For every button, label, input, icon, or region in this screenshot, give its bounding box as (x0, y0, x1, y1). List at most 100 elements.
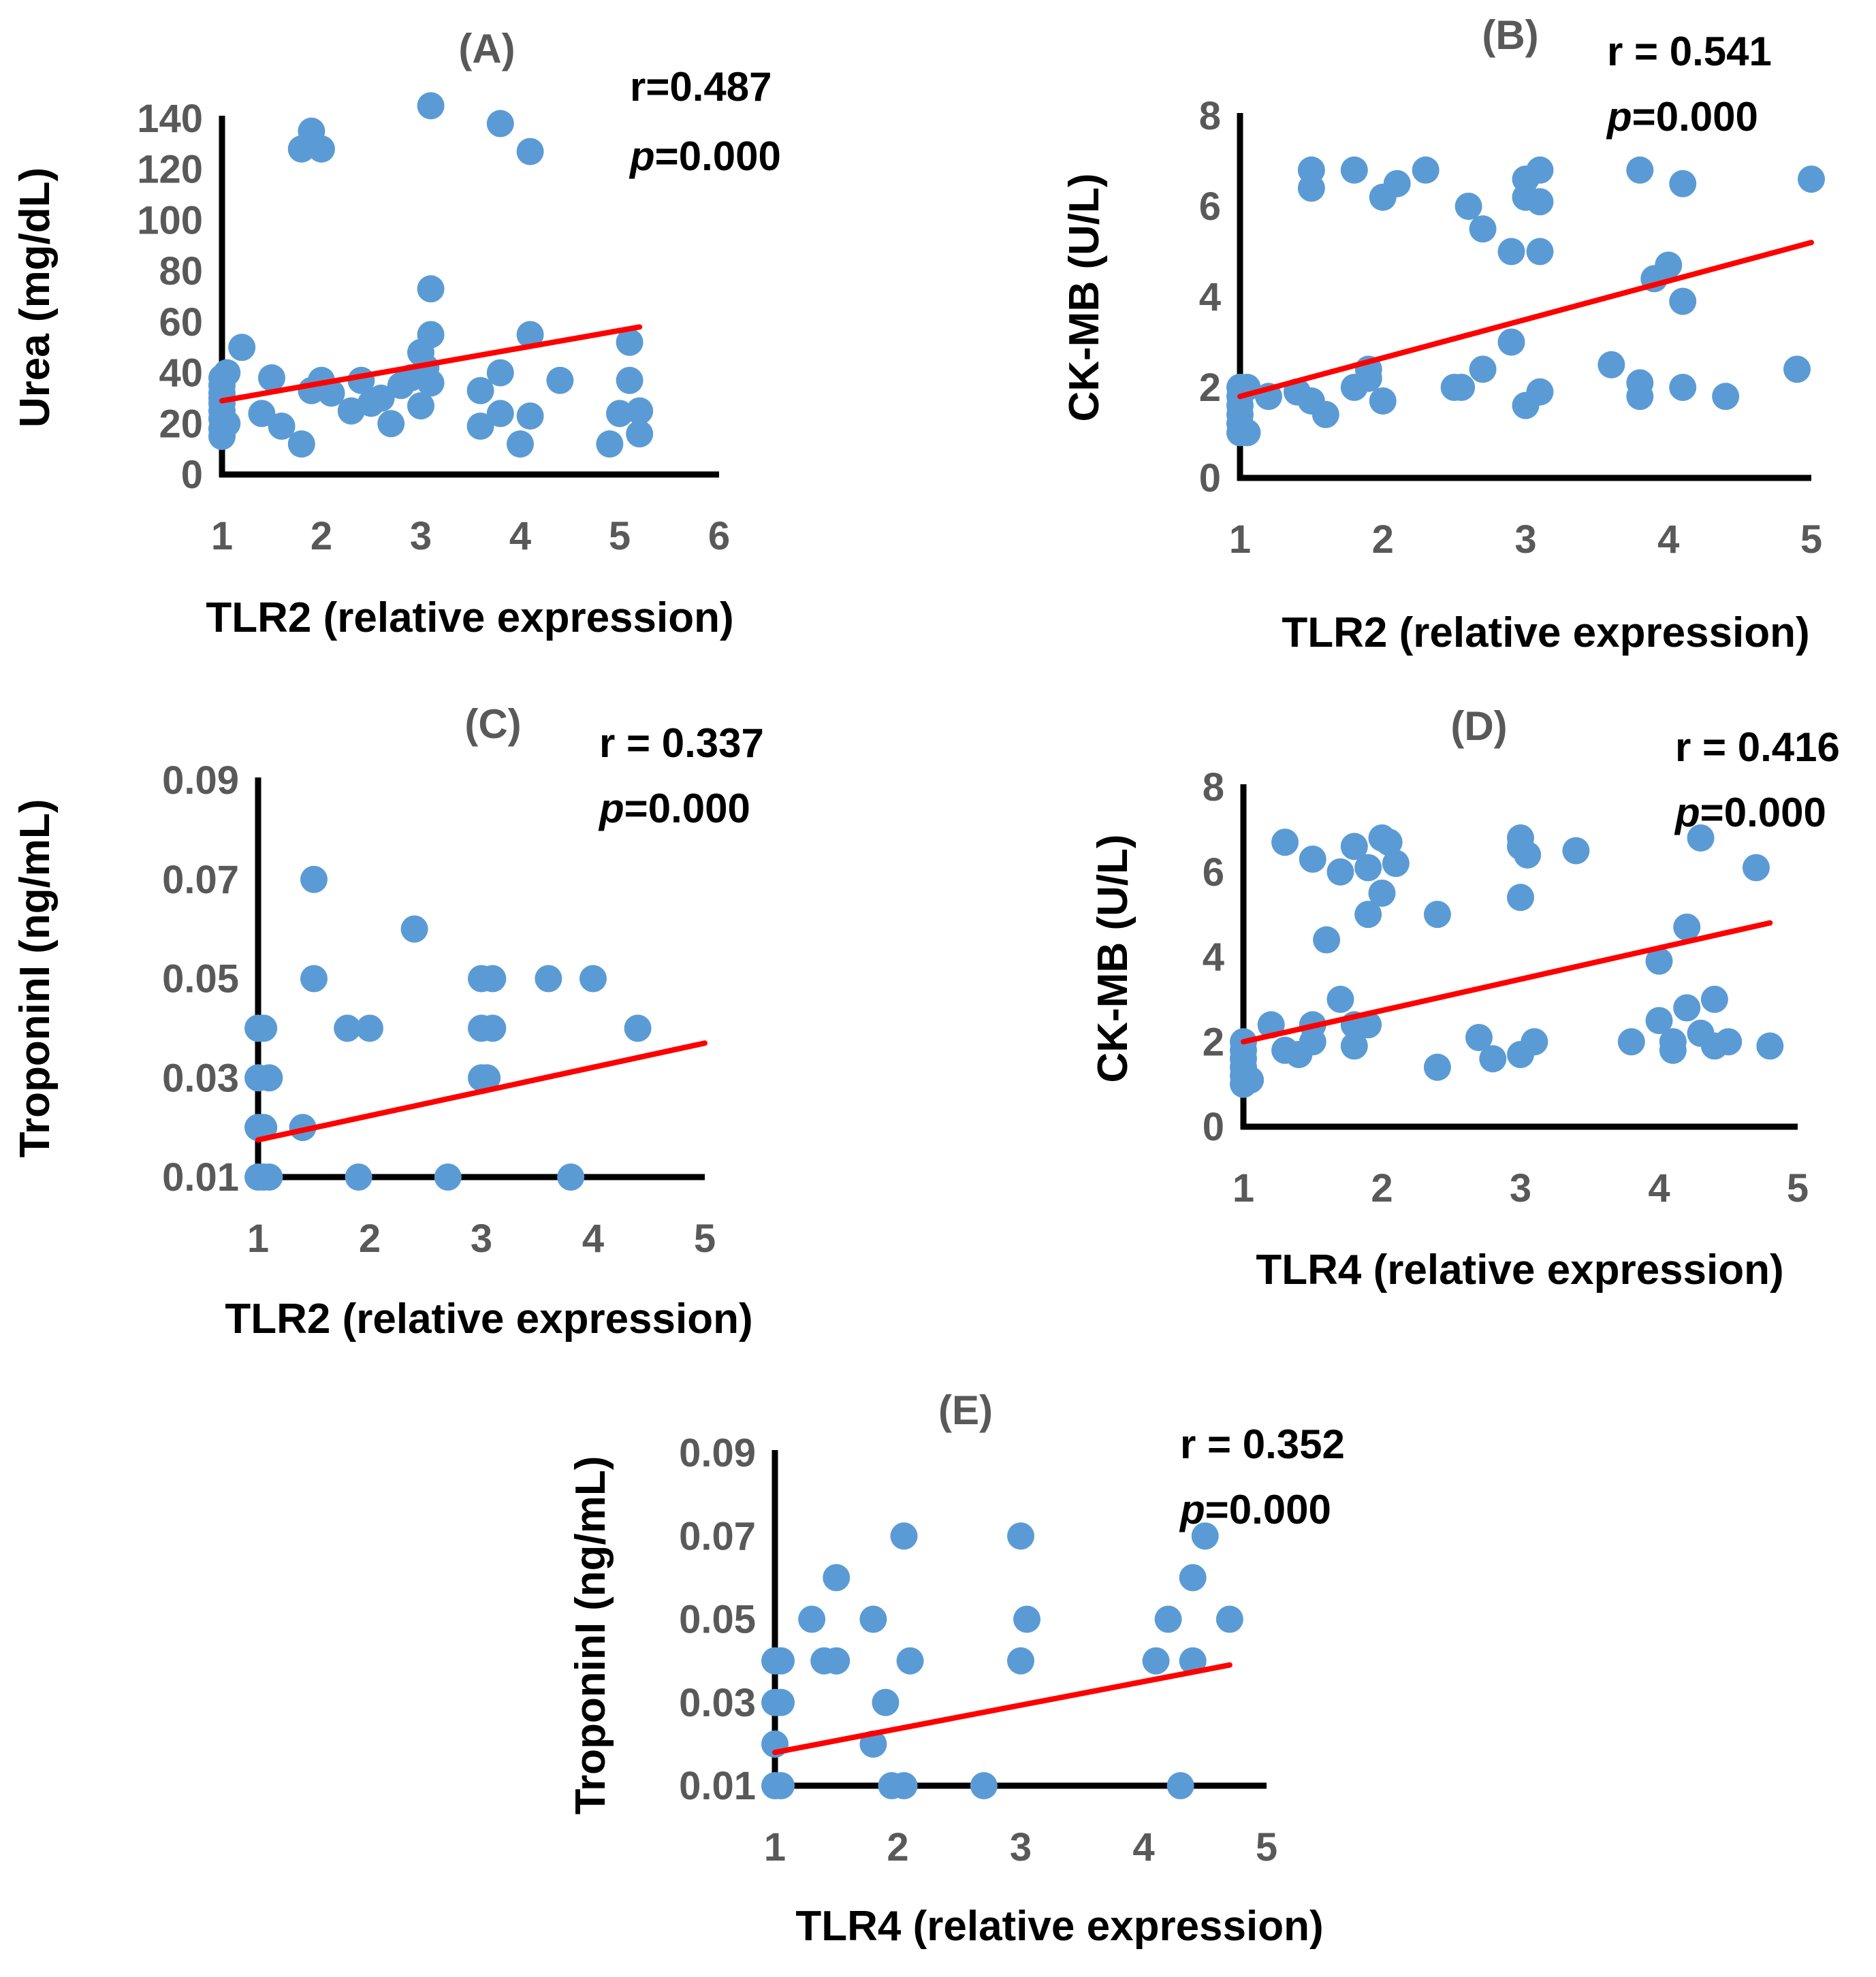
panel-title: (B) (1482, 12, 1538, 58)
y-tick-label: 4 (1199, 275, 1221, 319)
data-point (823, 1564, 850, 1592)
p-number: =0.000 (624, 786, 750, 831)
y-axis-title: Urea (mg/dL) (12, 167, 59, 428)
data-point (1687, 824, 1715, 852)
data-point (1215, 1605, 1243, 1633)
trend-line (219, 324, 643, 404)
r-value: r = 0.352 (1180, 1421, 1345, 1467)
r-value: r = 0.337 (599, 720, 764, 766)
x-tick-label: 3 (1510, 1166, 1531, 1210)
y-tick-label: 20 (159, 402, 203, 446)
data-point (1756, 1032, 1784, 1060)
data-point (1382, 850, 1410, 878)
data-point (890, 1772, 918, 1799)
y-tick-label: 6 (1199, 184, 1221, 229)
data-point (486, 359, 514, 387)
data-point (1326, 985, 1354, 1013)
data-point (616, 328, 643, 356)
y-tick-label: 0.03 (162, 1056, 239, 1100)
data-point (1191, 1522, 1219, 1550)
data-point (1354, 901, 1382, 929)
data-point (1368, 879, 1396, 907)
data-point (1507, 884, 1534, 912)
x-tick-label: 1 (1229, 517, 1251, 562)
x-tick-label: 6 (708, 514, 730, 558)
data-point (1645, 947, 1673, 975)
r-value: r=0.487 (630, 64, 772, 110)
data-point (1013, 1605, 1041, 1633)
x-tick-label: 2 (1371, 1166, 1393, 1210)
data-point (466, 376, 494, 404)
data-point (1340, 1032, 1368, 1060)
y-tick-label: 4 (1203, 935, 1224, 980)
trend-line (1237, 240, 1814, 400)
data-point (1526, 238, 1554, 266)
r-value: r = 0.416 (1675, 724, 1840, 770)
data-point (1617, 1028, 1645, 1056)
data-point (1179, 1564, 1207, 1592)
x-tick-label: 5 (1800, 517, 1822, 562)
data-point (1712, 383, 1740, 411)
data-point (417, 369, 445, 397)
data-point (970, 1772, 998, 1799)
x-tick-label: 5 (609, 514, 631, 558)
data-point (1645, 1007, 1673, 1035)
data-point (1326, 858, 1354, 886)
data-point (516, 402, 544, 430)
y-tick-label: 0 (181, 453, 203, 497)
data-point (1742, 854, 1770, 882)
y-axis-title: CK-MB (U/L) (1061, 173, 1108, 421)
y-tick-label: 100 (137, 198, 203, 242)
data-point (417, 92, 445, 120)
data-point (317, 379, 345, 407)
r-value: r = 0.541 (1607, 29, 1772, 74)
data-point (1233, 419, 1261, 447)
data-point (417, 275, 445, 303)
x-tick-label: 4 (582, 1217, 604, 1261)
panel-title: (E) (938, 1387, 993, 1433)
data-point (1423, 901, 1451, 929)
p-value: p=0.000 (598, 786, 750, 831)
data-point (300, 965, 328, 993)
data-point (1454, 193, 1482, 220)
data-point (367, 384, 395, 412)
data-point (1783, 355, 1811, 383)
y-tick-label: 0.01 (162, 1155, 239, 1200)
y-tick-label: 2 (1203, 1020, 1224, 1064)
y-tick-label: 0 (1203, 1105, 1224, 1149)
x-tick-label: 3 (1514, 517, 1536, 562)
y-tick-label: 8 (1203, 765, 1224, 809)
panel-e: (E) 0.01 0.03 0.05 0.07 0.09 1 2 3 4 5 TLR4 (relati… (567, 1387, 1345, 1950)
data-point (1007, 1522, 1034, 1550)
x-tick-label: 2 (359, 1217, 381, 1261)
p-number: =0.000 (1700, 790, 1826, 835)
data-point (1423, 1053, 1451, 1081)
p-number: =0.000 (1632, 94, 1758, 140)
data-point (287, 430, 315, 458)
data-point (1700, 985, 1728, 1013)
data-point (1007, 1647, 1034, 1675)
data-point (1340, 833, 1368, 861)
panel-title: (C) (464, 701, 521, 747)
data-point (859, 1605, 887, 1633)
y-tick-label: 80 (159, 249, 203, 293)
x-tick-label: 4 (1132, 1825, 1154, 1869)
data-point (1375, 829, 1403, 856)
data-point (596, 430, 624, 458)
y-tick-label: 60 (159, 300, 203, 344)
data-point (1497, 328, 1525, 356)
data-point (507, 430, 534, 458)
y-tick-label: 0 (1199, 456, 1221, 500)
data-point (872, 1688, 900, 1716)
y-axis-title: TroponinI (ng/mL) (12, 799, 59, 1158)
panel-b: (B) 0 2 4 6 8 1 2 3 4 5 TLR2 (relative expression) C… (1061, 12, 1825, 656)
data-point (250, 1014, 278, 1042)
p-number: =0.000 (1205, 1487, 1331, 1532)
x-tick-label: 2 (1372, 517, 1394, 562)
x-axis-title: TLR4 (relative expression) (1256, 1247, 1783, 1293)
x-tick-label: 2 (887, 1825, 908, 1869)
data-point (546, 366, 574, 394)
data-point (334, 1014, 362, 1042)
y-tick-label: 2 (1199, 366, 1221, 410)
p-symbol: p (1674, 790, 1700, 835)
